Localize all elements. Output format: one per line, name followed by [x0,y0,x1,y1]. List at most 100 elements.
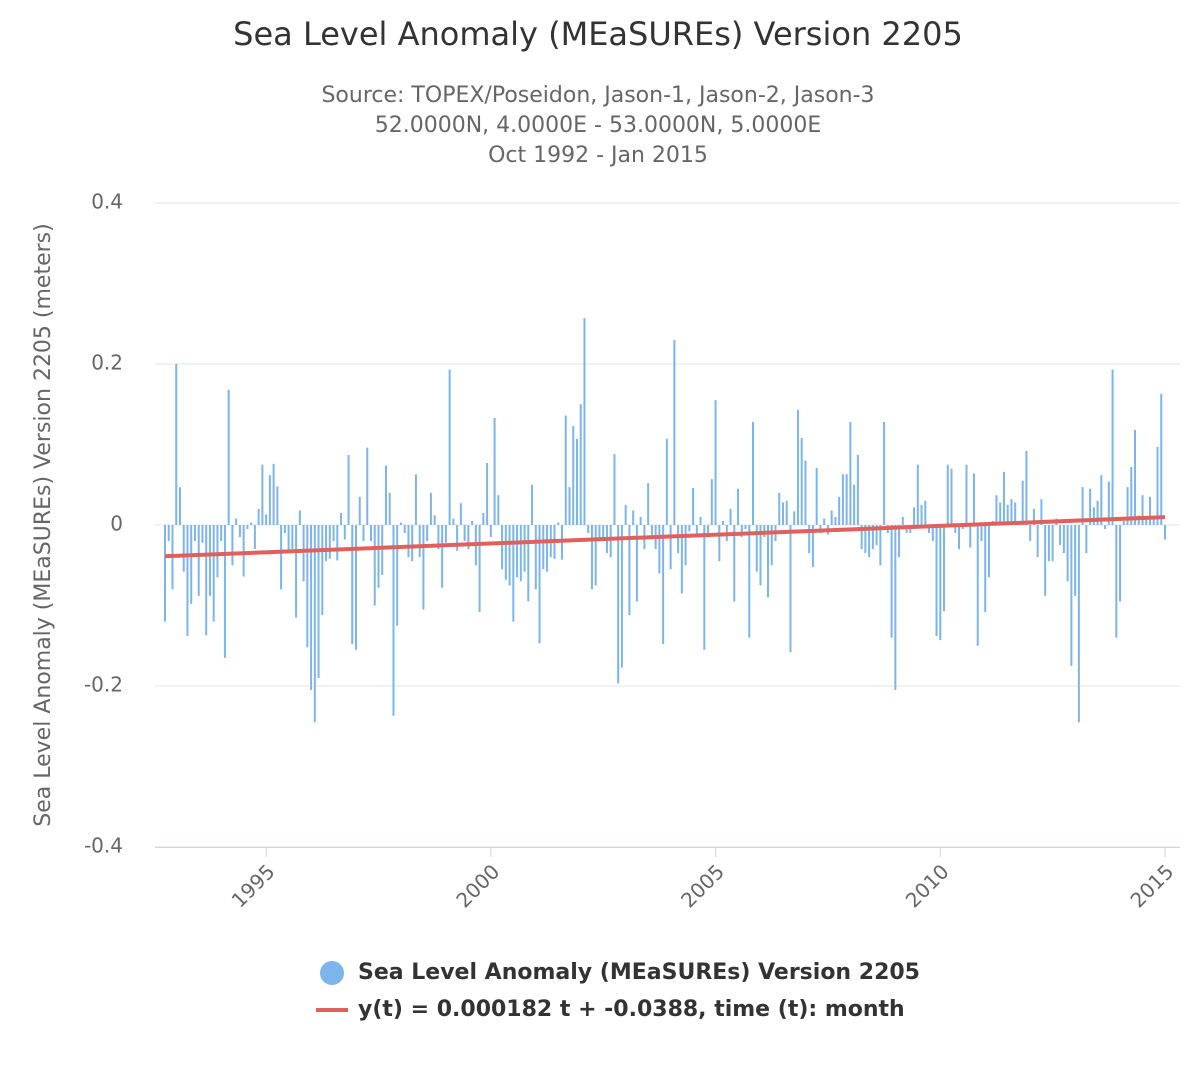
bar [418,525,421,558]
bar [883,421,886,525]
bar [632,510,635,525]
legend-item[interactable]: y(t) = 0.000182 t + -0.0388, time (t): m… [316,997,905,1022]
legend-label: y(t) = 0.000182 t + -0.0388, time (t): m… [358,997,905,1022]
bar [493,417,496,525]
legend-symbol [320,961,344,985]
trend-line [164,515,1166,559]
bar [1122,520,1125,525]
bar [1059,525,1062,546]
bar [823,518,826,525]
bar [1029,525,1032,542]
bar [280,525,283,590]
y-tick-label: 0 [110,512,123,536]
bar [1070,525,1073,666]
bar [639,516,642,525]
bar [658,525,661,574]
bar [332,525,335,542]
bar [722,520,725,525]
bar [785,500,788,525]
bar [999,502,1002,525]
bar [519,525,522,582]
bar [808,525,811,554]
bar [920,504,923,525]
bar [575,438,578,525]
bar [800,438,803,525]
bar [1044,525,1047,596]
bar [699,516,702,525]
bar [617,525,620,684]
bar [781,502,784,525]
bar [358,496,361,525]
bar [482,512,485,525]
bar [355,525,358,650]
bar [572,425,575,525]
bar [253,525,256,550]
bar [879,525,882,566]
bar [841,474,844,525]
bar [853,484,856,525]
bar [928,525,931,534]
bar [186,525,189,637]
bar [811,525,814,567]
bar [789,525,792,653]
x-tick-label: 1995 [227,859,280,912]
bar [778,492,781,525]
bar [796,409,799,525]
bar [1074,525,1077,596]
bar [707,525,710,538]
bar [935,525,938,637]
bar [388,492,391,525]
bar [422,525,425,610]
bar [227,389,230,525]
bar [268,475,271,525]
bar [298,510,301,525]
bar [411,525,414,562]
bar [931,525,934,542]
subtitle: 52.0000N, 4.0000E - 53.0000N, 5.0000E [375,113,822,138]
bar [972,473,975,525]
bar [662,525,665,645]
bar [437,525,440,550]
bar [665,438,668,525]
bar [943,525,946,612]
bar [1066,525,1069,582]
bar [590,525,593,590]
bar [197,525,200,596]
bar [1077,525,1080,723]
bar [407,525,410,558]
bar [1156,446,1159,525]
bar [272,463,275,525]
bar [396,525,399,626]
bar [898,525,901,558]
bar [182,525,185,572]
bar [1130,467,1133,525]
bar [208,525,211,596]
bar [1092,507,1095,525]
bar [178,487,181,525]
bar [680,525,683,594]
bar [752,421,755,525]
bar [546,525,549,572]
bar [512,525,515,622]
bar [377,525,380,588]
bar [302,525,305,582]
bar [1096,500,1099,525]
bar [223,525,226,658]
bar [216,525,219,578]
bar [980,525,983,542]
bar [381,525,384,575]
bar [325,525,328,562]
bar [677,525,680,554]
bar [1141,495,1144,525]
bar [1085,525,1088,554]
bar [845,474,848,525]
bar [1100,475,1103,525]
bar [684,525,687,566]
bar [235,518,238,525]
bar [864,525,867,554]
legend-item[interactable]: Sea Level Anomaly (MEaSUREs) Version 220… [320,960,920,985]
bar [718,525,721,562]
bar [336,525,339,561]
bar [1047,525,1050,562]
